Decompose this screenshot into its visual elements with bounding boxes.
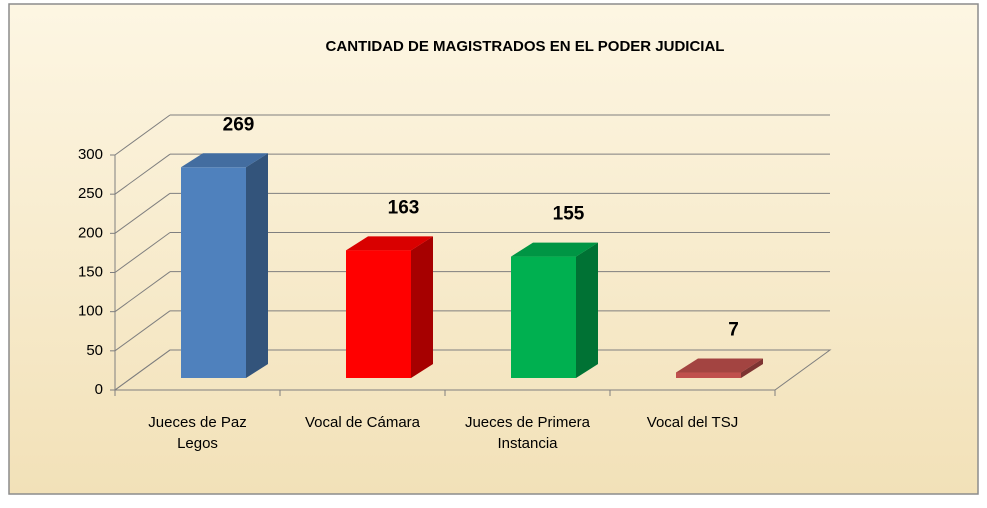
- bar-side-shade: [246, 153, 268, 378]
- grid-line: [114, 271, 171, 313]
- bar-top: [346, 236, 433, 251]
- x-tick-label: Jueces de Primera Instancia: [464, 414, 591, 452]
- bar-side: [411, 236, 433, 378]
- grid-line: [114, 192, 171, 234]
- grid-line: [114, 232, 171, 273]
- x-tick-label: Vocal de Cámara: [304, 414, 421, 431]
- bar-side: [741, 358, 763, 378]
- bar-top-shade: [346, 236, 433, 251]
- bar-side: [246, 153, 268, 378]
- y-tick-label: 300: [78, 146, 103, 163]
- bar-top: [676, 358, 763, 373]
- x-tick-label: Vocal del TSJ: [646, 414, 739, 431]
- data-label: 7: [728, 320, 739, 341]
- y-tick-label: 50: [86, 342, 103, 359]
- bar-side-shade: [576, 242, 598, 378]
- bar-top-shade: [511, 242, 598, 257]
- bar: [181, 167, 246, 378]
- bar: [676, 372, 741, 378]
- data-label: 269: [223, 114, 255, 135]
- grid-line: [114, 349, 171, 391]
- bar-side-shade: [741, 358, 763, 378]
- grid-line: [114, 114, 171, 156]
- chart-title: CANTIDAD DE MAGISTRADOS EN EL PODER JUDI…: [326, 38, 725, 55]
- data-label: 155: [553, 204, 585, 225]
- data-label: 163: [388, 197, 420, 218]
- y-tick-label: 200: [78, 224, 103, 241]
- y-tick-label: 150: [78, 263, 103, 280]
- bar-top-shade: [181, 153, 268, 168]
- bar-side-shade: [411, 236, 433, 378]
- y-tick-label: 0: [95, 381, 103, 398]
- grid-line: [114, 310, 171, 352]
- bar-top: [181, 153, 268, 168]
- grid-line: [114, 153, 171, 195]
- bar: [346, 250, 411, 378]
- y-tick-label: 100: [78, 303, 103, 320]
- bar-top: [511, 242, 598, 257]
- bar-side: [576, 242, 598, 378]
- bar-top-shade: [676, 358, 763, 373]
- bar: [511, 256, 576, 378]
- x-tick-label: Jueces de Paz Legos: [148, 414, 247, 452]
- chart-background: [8, 3, 979, 495]
- y-tick-label: 250: [78, 185, 103, 202]
